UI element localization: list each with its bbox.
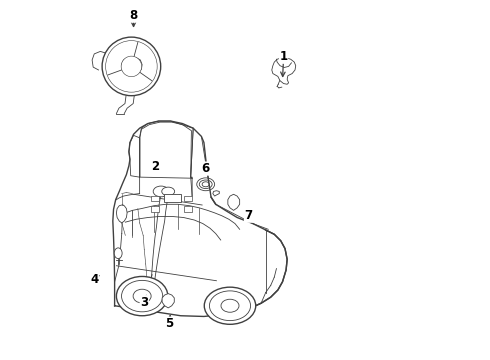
Polygon shape <box>162 294 174 308</box>
Ellipse shape <box>162 187 174 196</box>
Ellipse shape <box>209 291 250 321</box>
Polygon shape <box>117 205 127 223</box>
Polygon shape <box>164 194 181 202</box>
Polygon shape <box>113 121 287 316</box>
Ellipse shape <box>204 287 256 324</box>
Text: 5: 5 <box>165 317 173 330</box>
Ellipse shape <box>117 276 168 316</box>
Ellipse shape <box>153 186 169 197</box>
Ellipse shape <box>122 280 163 312</box>
Text: 4: 4 <box>90 273 98 286</box>
Circle shape <box>102 37 161 96</box>
Bar <box>184 206 192 212</box>
Circle shape <box>106 41 157 92</box>
Bar <box>151 196 159 202</box>
Text: 6: 6 <box>201 162 209 175</box>
Bar <box>151 206 159 212</box>
Ellipse shape <box>114 248 122 258</box>
Text: 3: 3 <box>140 296 148 309</box>
Bar <box>184 196 192 202</box>
Circle shape <box>121 56 142 77</box>
Text: 7: 7 <box>245 209 253 222</box>
Ellipse shape <box>133 289 151 303</box>
Polygon shape <box>228 194 240 210</box>
Polygon shape <box>272 58 296 84</box>
Text: 8: 8 <box>129 9 138 22</box>
Polygon shape <box>122 58 142 74</box>
Ellipse shape <box>221 299 239 312</box>
Text: 1: 1 <box>279 50 288 63</box>
Polygon shape <box>213 191 220 196</box>
Text: 2: 2 <box>151 160 159 173</box>
